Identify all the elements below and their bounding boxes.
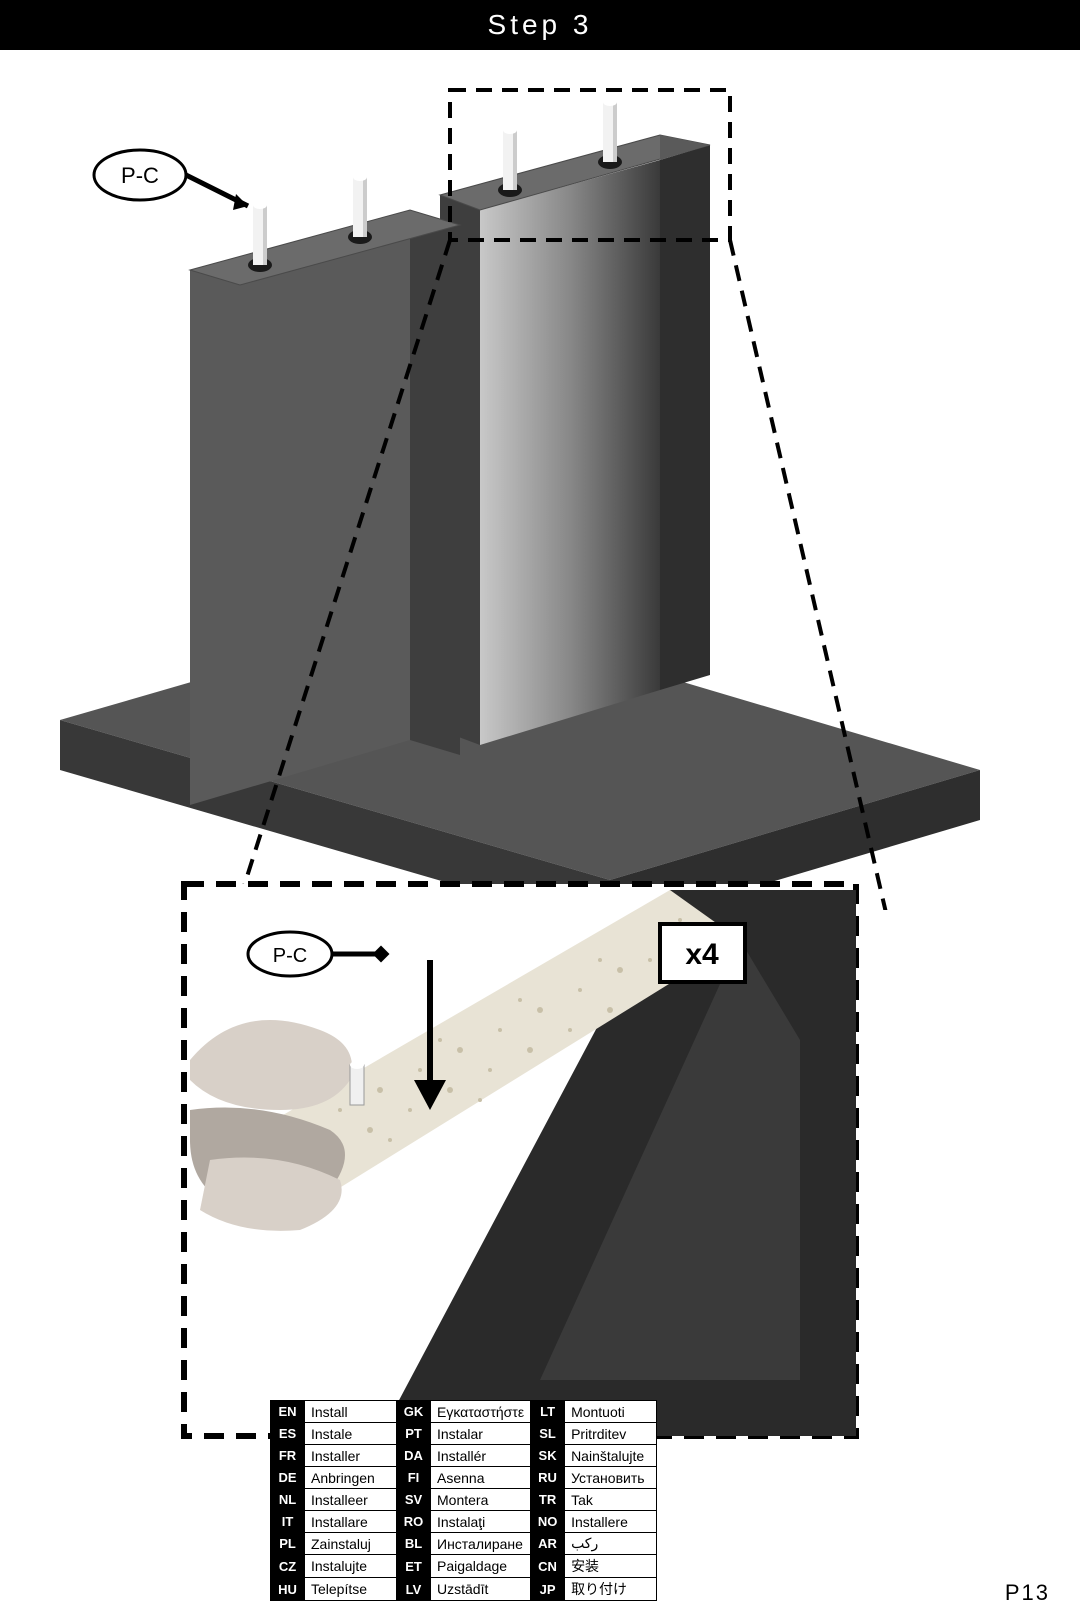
- right-panel: [440, 98, 710, 745]
- lang-code: LT: [531, 1401, 565, 1423]
- main-assembly-diagram: P-C: [50, 70, 990, 910]
- lang-word: Εγκαταστήστε: [431, 1401, 531, 1423]
- step-title: Step 3: [488, 9, 593, 41]
- svg-text:x4: x4: [685, 938, 719, 971]
- dowel-2: [353, 173, 367, 237]
- lang-word: Install: [305, 1401, 397, 1423]
- translation-table: EN Install GK Εγκαταστήστε LT Montuoti E…: [270, 1400, 657, 1601]
- detail-diagram: P-C x4: [180, 880, 860, 1440]
- lang-code: EN: [271, 1401, 305, 1423]
- lang-code: GK: [397, 1401, 431, 1423]
- lang-word: Montuoti: [565, 1401, 657, 1423]
- svg-text:P-C: P-C: [121, 163, 159, 188]
- step-header: Step 3: [0, 0, 1080, 50]
- callout-pc-main: P-C: [94, 150, 248, 210]
- page-number: P13: [1005, 1580, 1050, 1606]
- svg-text:P-C: P-C: [273, 945, 307, 967]
- left-panel: [190, 173, 460, 805]
- quantity-badge: x4: [660, 924, 745, 982]
- dowel-4: [603, 98, 617, 162]
- dowel-1: [253, 201, 267, 265]
- dowel-3: [503, 126, 517, 190]
